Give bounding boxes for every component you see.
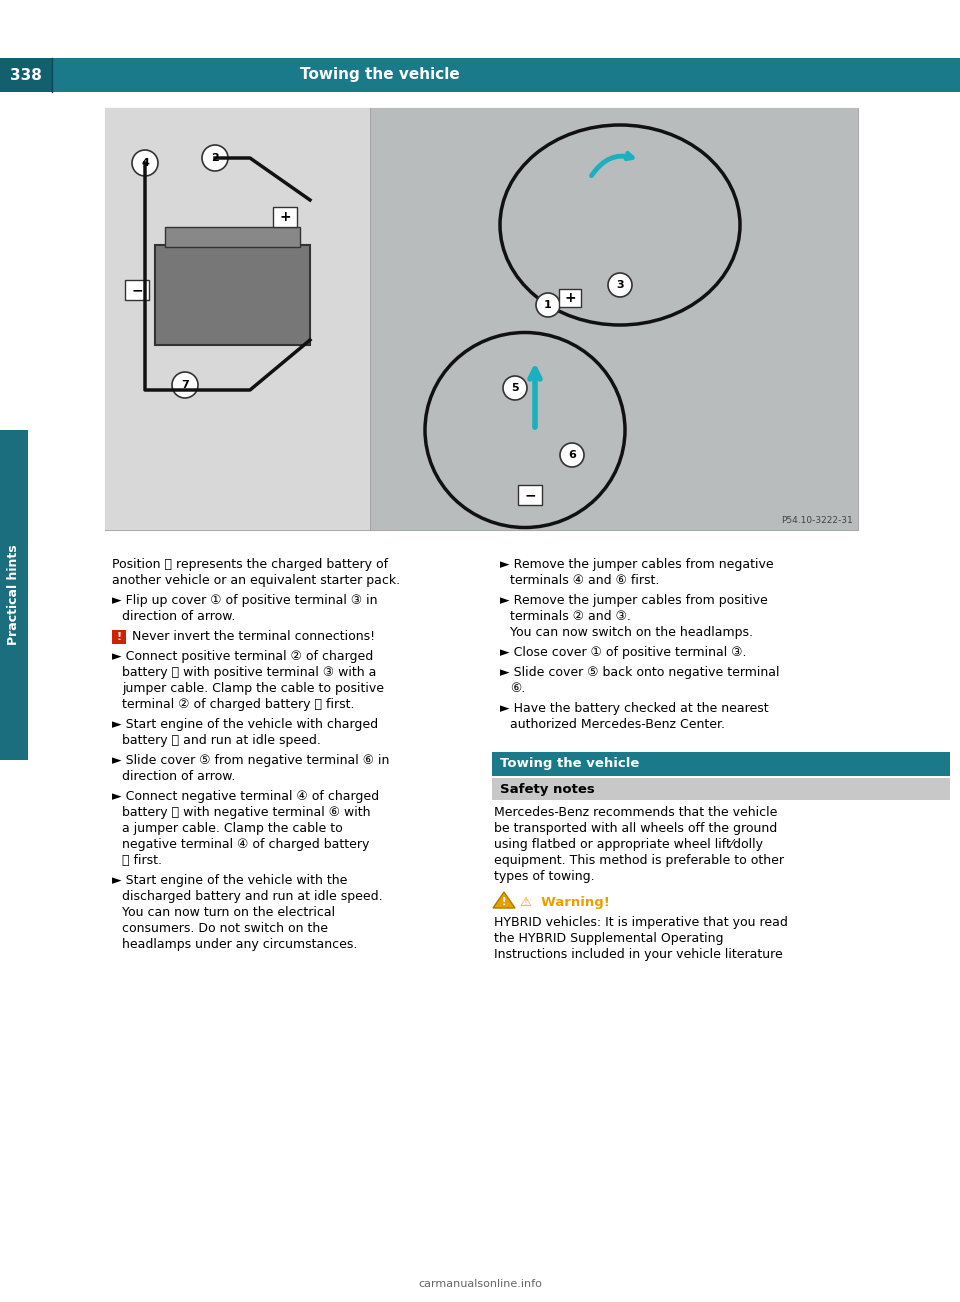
- Text: authorized Mercedes-Benz Center.: authorized Mercedes-Benz Center.: [510, 717, 725, 730]
- Text: jumper cable. Clamp the cable to positive: jumper cable. Clamp the cable to positiv…: [122, 682, 384, 695]
- Circle shape: [503, 376, 527, 400]
- Text: ⚠  Warning!: ⚠ Warning!: [520, 896, 610, 909]
- Circle shape: [608, 273, 632, 297]
- FancyBboxPatch shape: [0, 59, 52, 92]
- Text: Practical hints: Practical hints: [8, 544, 20, 646]
- Text: another vehicle or an equivalent starter pack.: another vehicle or an equivalent starter…: [112, 574, 400, 587]
- Circle shape: [536, 293, 560, 316]
- FancyBboxPatch shape: [370, 108, 858, 530]
- Text: consumers. Do not switch on the: consumers. Do not switch on the: [122, 922, 328, 935]
- FancyBboxPatch shape: [273, 207, 297, 227]
- Text: 1: 1: [544, 299, 552, 310]
- Circle shape: [560, 443, 584, 467]
- Circle shape: [172, 372, 198, 398]
- Text: battery ⓦ with negative terminal ⑥ with: battery ⓦ with negative terminal ⑥ with: [122, 806, 371, 819]
- FancyBboxPatch shape: [125, 280, 149, 299]
- Text: Instructions included in your vehicle literature: Instructions included in your vehicle li…: [494, 948, 782, 961]
- Text: !: !: [502, 897, 506, 907]
- Text: Towing the vehicle: Towing the vehicle: [500, 758, 639, 771]
- FancyBboxPatch shape: [492, 779, 950, 799]
- Text: −: −: [132, 283, 143, 297]
- Text: types of towing.: types of towing.: [494, 870, 594, 883]
- Text: Position ⓦ represents the charged battery of: Position ⓦ represents the charged batter…: [112, 559, 388, 572]
- Text: 3: 3: [616, 280, 624, 290]
- Text: ⓦ first.: ⓦ first.: [122, 854, 162, 867]
- Text: be transported with all wheels off the ground: be transported with all wheels off the g…: [494, 822, 778, 835]
- Text: Towing the vehicle: Towing the vehicle: [300, 68, 460, 82]
- Text: ► Slide cover ⑤ back onto negative terminal: ► Slide cover ⑤ back onto negative termi…: [500, 667, 780, 680]
- Circle shape: [202, 145, 228, 171]
- Text: ► Close cover ① of positive terminal ③.: ► Close cover ① of positive terminal ③.: [500, 646, 747, 659]
- FancyBboxPatch shape: [105, 108, 858, 530]
- Text: headlamps under any circumstances.: headlamps under any circumstances.: [122, 937, 357, 950]
- Text: P54.10-3222-31: P54.10-3222-31: [781, 516, 853, 525]
- FancyBboxPatch shape: [105, 108, 370, 530]
- Circle shape: [132, 150, 158, 176]
- Text: Safety notes: Safety notes: [500, 783, 595, 796]
- Text: discharged battery and run at idle speed.: discharged battery and run at idle speed…: [122, 891, 383, 904]
- Text: carmanualsonline.info: carmanualsonline.info: [418, 1279, 542, 1289]
- Text: 338: 338: [10, 68, 42, 82]
- FancyBboxPatch shape: [0, 59, 960, 92]
- Text: a jumper cable. Clamp the cable to: a jumper cable. Clamp the cable to: [122, 822, 343, 835]
- Text: ► Start engine of the vehicle with the: ► Start engine of the vehicle with the: [112, 874, 348, 887]
- Text: 2: 2: [211, 154, 219, 163]
- Text: Mercedes-Benz recommends that the vehicle: Mercedes-Benz recommends that the vehicl…: [494, 806, 778, 819]
- FancyBboxPatch shape: [165, 227, 300, 247]
- FancyBboxPatch shape: [518, 486, 542, 505]
- Text: HYBRID vehicles: It is imperative that you read: HYBRID vehicles: It is imperative that y…: [494, 917, 788, 930]
- Text: !: !: [116, 631, 122, 642]
- Text: 6: 6: [568, 450, 576, 460]
- FancyBboxPatch shape: [0, 430, 28, 760]
- Text: −: −: [524, 488, 536, 503]
- Text: terminals ② and ③.: terminals ② and ③.: [510, 611, 631, 622]
- Text: Never invert the terminal connections!: Never invert the terminal connections!: [132, 630, 375, 643]
- Text: terminal ② of charged battery ⓦ first.: terminal ② of charged battery ⓦ first.: [122, 698, 354, 711]
- Text: ► Have the battery checked at the nearest: ► Have the battery checked at the neares…: [500, 702, 769, 715]
- Text: ► Remove the jumper cables from positive: ► Remove the jumper cables from positive: [500, 594, 768, 607]
- Text: direction of arrow.: direction of arrow.: [122, 769, 235, 783]
- Text: terminals ④ and ⑥ first.: terminals ④ and ⑥ first.: [510, 574, 660, 587]
- Text: battery ⓦ and run at idle speed.: battery ⓦ and run at idle speed.: [122, 734, 321, 747]
- FancyBboxPatch shape: [492, 753, 950, 776]
- Text: ► Start engine of the vehicle with charged: ► Start engine of the vehicle with charg…: [112, 717, 378, 730]
- Text: ► Remove the jumper cables from negative: ► Remove the jumper cables from negative: [500, 559, 774, 572]
- Text: direction of arrow.: direction of arrow.: [122, 611, 235, 622]
- Text: 7: 7: [181, 380, 189, 391]
- FancyBboxPatch shape: [155, 245, 310, 345]
- Text: You can now turn on the electrical: You can now turn on the electrical: [122, 906, 335, 919]
- Text: You can now switch on the headlamps.: You can now switch on the headlamps.: [510, 626, 753, 639]
- Text: ► Connect negative terminal ④ of charged: ► Connect negative terminal ④ of charged: [112, 790, 379, 803]
- Text: battery ⓦ with positive terminal ③ with a: battery ⓦ with positive terminal ③ with …: [122, 667, 376, 680]
- Text: ► Flip up cover ① of positive terminal ③ in: ► Flip up cover ① of positive terminal ③…: [112, 594, 377, 607]
- Text: +: +: [564, 292, 576, 305]
- Text: 4: 4: [141, 158, 149, 168]
- FancyBboxPatch shape: [559, 289, 581, 307]
- Text: the HYBRID Supplemental Operating: the HYBRID Supplemental Operating: [494, 932, 724, 945]
- Text: ► Connect positive terminal ② of charged: ► Connect positive terminal ② of charged: [112, 650, 373, 663]
- Text: using flatbed or appropriate wheel lift⁄dolly: using flatbed or appropriate wheel lift⁄…: [494, 838, 763, 852]
- Text: 5: 5: [511, 383, 518, 393]
- Text: negative terminal ④ of charged battery: negative terminal ④ of charged battery: [122, 838, 370, 852]
- Text: equipment. This method is preferable to other: equipment. This method is preferable to …: [494, 854, 784, 867]
- FancyBboxPatch shape: [112, 630, 126, 644]
- Text: +: +: [279, 210, 291, 224]
- Text: ► Slide cover ⑤ from negative terminal ⑥ in: ► Slide cover ⑤ from negative terminal ⑥…: [112, 754, 390, 767]
- Text: ⑥.: ⑥.: [510, 682, 525, 695]
- Polygon shape: [493, 892, 515, 907]
